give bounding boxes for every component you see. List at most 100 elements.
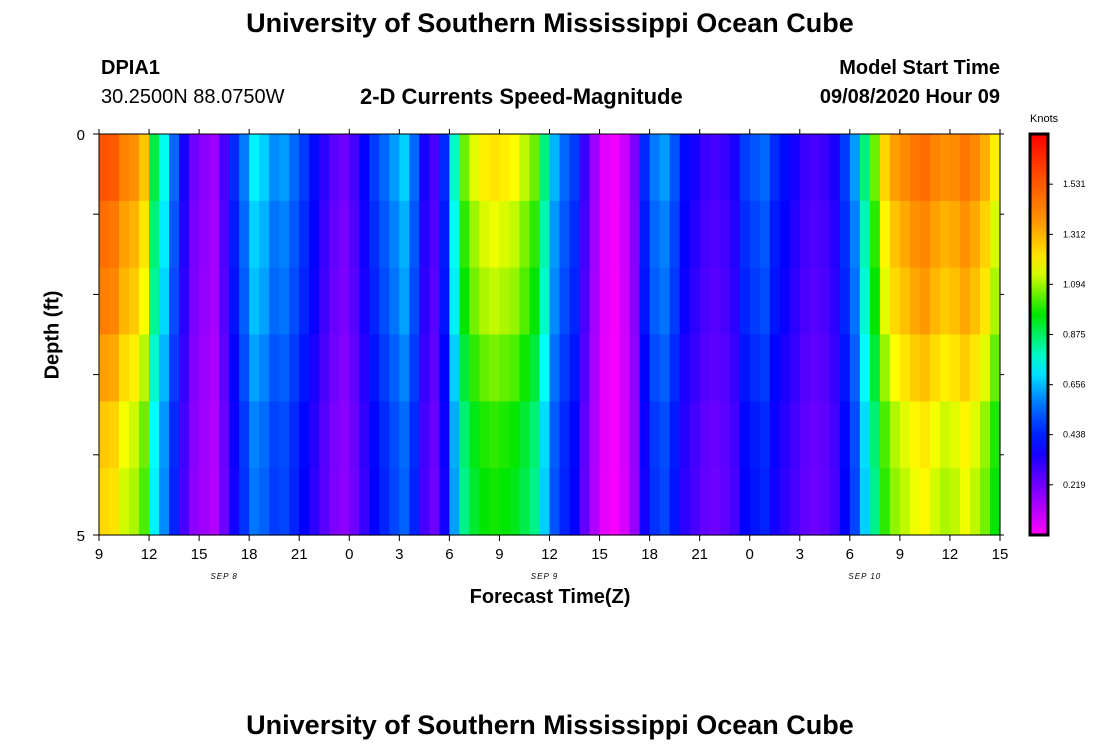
heatmap-cell — [689, 334, 701, 402]
heatmap-cell — [899, 267, 911, 336]
x-tick-label: 15 — [591, 546, 608, 563]
heatmap-cell — [149, 134, 160, 202]
heatmap-cell — [629, 267, 641, 336]
heatmap-cell — [349, 468, 360, 536]
heatmap-cell — [959, 401, 971, 469]
heatmap-cell — [289, 267, 300, 336]
heatmap-cell — [409, 200, 420, 269]
heatmap-cell — [439, 267, 450, 336]
heatmap-cell — [439, 401, 450, 469]
heatmap-cell — [759, 134, 771, 202]
heatmap-cell — [959, 200, 971, 269]
heatmap-cell — [239, 267, 250, 336]
footer-title: University of Southern Mississippi Ocean… — [246, 710, 854, 740]
heatmap-cell — [409, 134, 420, 202]
heatmap-cell — [409, 334, 420, 402]
heatmap-cell — [429, 200, 440, 269]
heatmap-cell — [839, 134, 851, 202]
heatmap-cell — [259, 267, 270, 336]
heatmap-cell — [669, 267, 681, 336]
heatmap-cell — [179, 134, 190, 202]
heatmap-cell — [459, 200, 471, 269]
heatmap-cell — [869, 468, 881, 536]
x-tick-label: 12 — [541, 546, 558, 563]
heatmap-cell — [649, 267, 661, 336]
heatmap-cell — [899, 334, 911, 402]
heatmap-cell — [939, 401, 951, 469]
heatmap-cell — [989, 468, 1001, 536]
heatmap-cell — [819, 134, 831, 202]
heatmap-cell — [879, 134, 891, 202]
heatmap-cell — [269, 200, 280, 269]
heatmap-cell — [309, 134, 320, 202]
heatmap-cell — [139, 134, 150, 202]
heatmap-cell — [659, 200, 671, 269]
heatmap-cell — [319, 334, 330, 402]
x-tick-label: 9 — [95, 546, 103, 563]
heatmap-cell — [659, 468, 671, 536]
x-tick-label: 6 — [445, 546, 453, 563]
heatmap-cell — [969, 267, 981, 336]
heatmap-cell — [639, 468, 651, 536]
heatmap-cell — [799, 334, 811, 402]
heatmap-cell — [319, 200, 330, 269]
heatmap-cell — [579, 200, 591, 269]
heatmap-cell — [559, 334, 571, 402]
colorbar-unit: Knots — [1030, 113, 1059, 125]
heatmap-cell — [109, 401, 120, 469]
heatmap-cell — [859, 334, 871, 402]
heatmap-cell — [899, 468, 911, 536]
heatmap-cell — [109, 200, 120, 269]
heatmap-cell — [709, 200, 721, 269]
x-tick-label: 12 — [942, 546, 959, 563]
heatmap-cell — [479, 267, 491, 336]
heatmap-cell — [579, 334, 591, 402]
heatmap-cell — [919, 200, 931, 269]
heatmap-cell — [979, 267, 991, 336]
heatmap-cell — [789, 468, 801, 536]
day-label: SEP 10 — [848, 572, 881, 581]
heatmap-cell — [339, 134, 350, 202]
heatmap-cell — [809, 200, 821, 269]
heatmap-cell — [859, 468, 871, 536]
heatmap-cell — [339, 334, 350, 402]
heatmap-cell — [709, 267, 721, 336]
heatmap-cell — [99, 134, 110, 202]
heatmap-cell — [509, 134, 521, 202]
heatmap-cell — [599, 468, 611, 536]
heatmap-cell — [779, 200, 791, 269]
heatmap-cell — [619, 334, 631, 402]
colorbar-tick-label: 0.219 — [1063, 480, 1086, 490]
heatmap-cell — [989, 334, 1001, 402]
heatmap-cell — [889, 334, 901, 402]
heatmap-cell — [469, 468, 481, 536]
heatmap-cell — [649, 134, 661, 202]
heatmap-cell — [719, 401, 731, 469]
heatmap-cell — [449, 267, 460, 336]
heatmap-cell — [679, 200, 691, 269]
heatmap-cell — [599, 267, 611, 336]
heatmap-cell — [319, 267, 330, 336]
heatmap-cell — [229, 200, 240, 269]
heatmap-cell — [779, 334, 791, 402]
heatmap-cell — [299, 468, 310, 536]
heatmap-cell — [659, 134, 671, 202]
heatmap-cell — [239, 468, 250, 536]
heatmap-cell — [309, 200, 320, 269]
heatmap-cell — [359, 468, 370, 536]
heatmap-cell — [949, 267, 961, 336]
heatmap-cell — [119, 401, 130, 469]
heatmap-cell — [249, 267, 260, 336]
x-tick-label: 18 — [241, 546, 258, 563]
heatmap-cell — [429, 334, 440, 402]
heatmap-cell — [819, 334, 831, 402]
heatmap-cell — [579, 134, 591, 202]
heatmap-cell — [979, 200, 991, 269]
heatmap-cell — [759, 334, 771, 402]
heatmap-cell — [859, 401, 871, 469]
heatmap-cell — [849, 334, 861, 402]
colorbar: 1.531 1.312 1.094 0.875 0.656 0.438 0.219 — [1028, 132, 1086, 537]
heatmap-cell — [599, 200, 611, 269]
heatmap-cell — [849, 200, 861, 269]
